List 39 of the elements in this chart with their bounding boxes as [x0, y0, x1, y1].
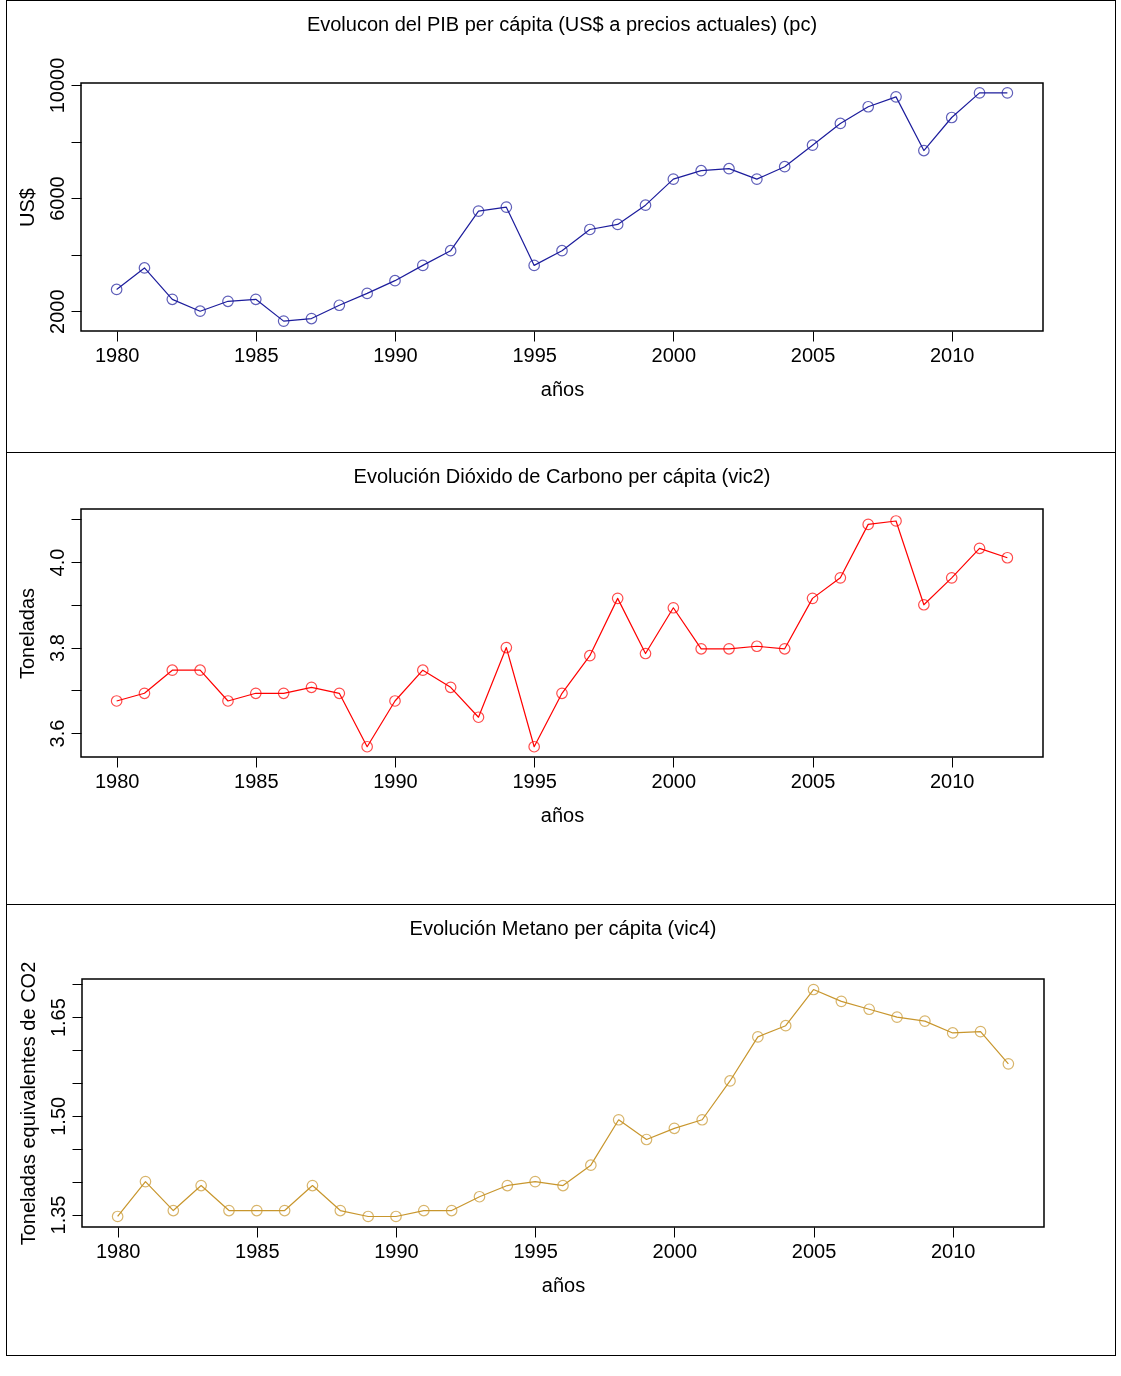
x-tick-label: 2005: [790, 343, 836, 366]
x-tick-label: 2005: [791, 1239, 837, 1262]
x-tick-label: 1995: [512, 343, 557, 366]
y-axis-title: US$: [15, 188, 38, 227]
x-axis-title: años: [540, 803, 585, 826]
y-tick-label: 3.6: [45, 719, 68, 748]
y-tick-label: 3.8: [45, 634, 68, 662]
x-tick-label: 1990: [373, 343, 418, 366]
x-tick-label: 1985: [234, 343, 279, 366]
x-tick-label: 2000: [651, 769, 697, 792]
x-tick-label: 1985: [234, 769, 279, 792]
y-tick-label: 2000: [45, 289, 68, 334]
y-tick-label: 10000: [45, 57, 68, 114]
y-tick-label: 6000: [45, 176, 68, 221]
x-tick-label: 1980: [95, 1239, 141, 1262]
x-tick-label: 2005: [790, 769, 836, 792]
x-axis-title: años: [540, 377, 585, 400]
y-tick-label: 1.35: [46, 1195, 69, 1235]
x-tick-label: 2010: [929, 343, 975, 366]
y-tick-label: 4.0: [45, 548, 68, 577]
y-tick-label: 1.65: [46, 998, 69, 1038]
chart-title: Evolucon del PIB per cápita (US$ a precios actuales) (pc): [306, 13, 818, 36]
x-axis-title: años: [541, 1273, 586, 1296]
chart-title: Evolución Dióxido de Carbono per cápita (vic2): [353, 465, 771, 487]
x-tick-label: 1995: [513, 1239, 558, 1262]
x-tick-label: 1990: [373, 769, 418, 792]
x-tick-label: 1985: [235, 1239, 280, 1262]
x-tick-label: 1995: [512, 769, 557, 792]
x-tick-label: 1990: [374, 1239, 419, 1262]
x-tick-label: 2010: [930, 1239, 976, 1262]
x-tick-label: 2010: [929, 769, 975, 792]
x-tick-label: 1980: [94, 769, 140, 792]
x-tick-label: 2000: [651, 343, 697, 366]
x-tick-label: 1980: [94, 343, 140, 366]
y-axis-title: Toneladas: [15, 587, 38, 680]
y-tick-label: 1.50: [46, 1096, 69, 1136]
y-axis-title: Toneladas equivalentes de CO2: [16, 961, 39, 1246]
x-tick-label: 2000: [652, 1239, 698, 1262]
chart-title: Evolución Metano per cápita (vic4): [409, 917, 717, 940]
